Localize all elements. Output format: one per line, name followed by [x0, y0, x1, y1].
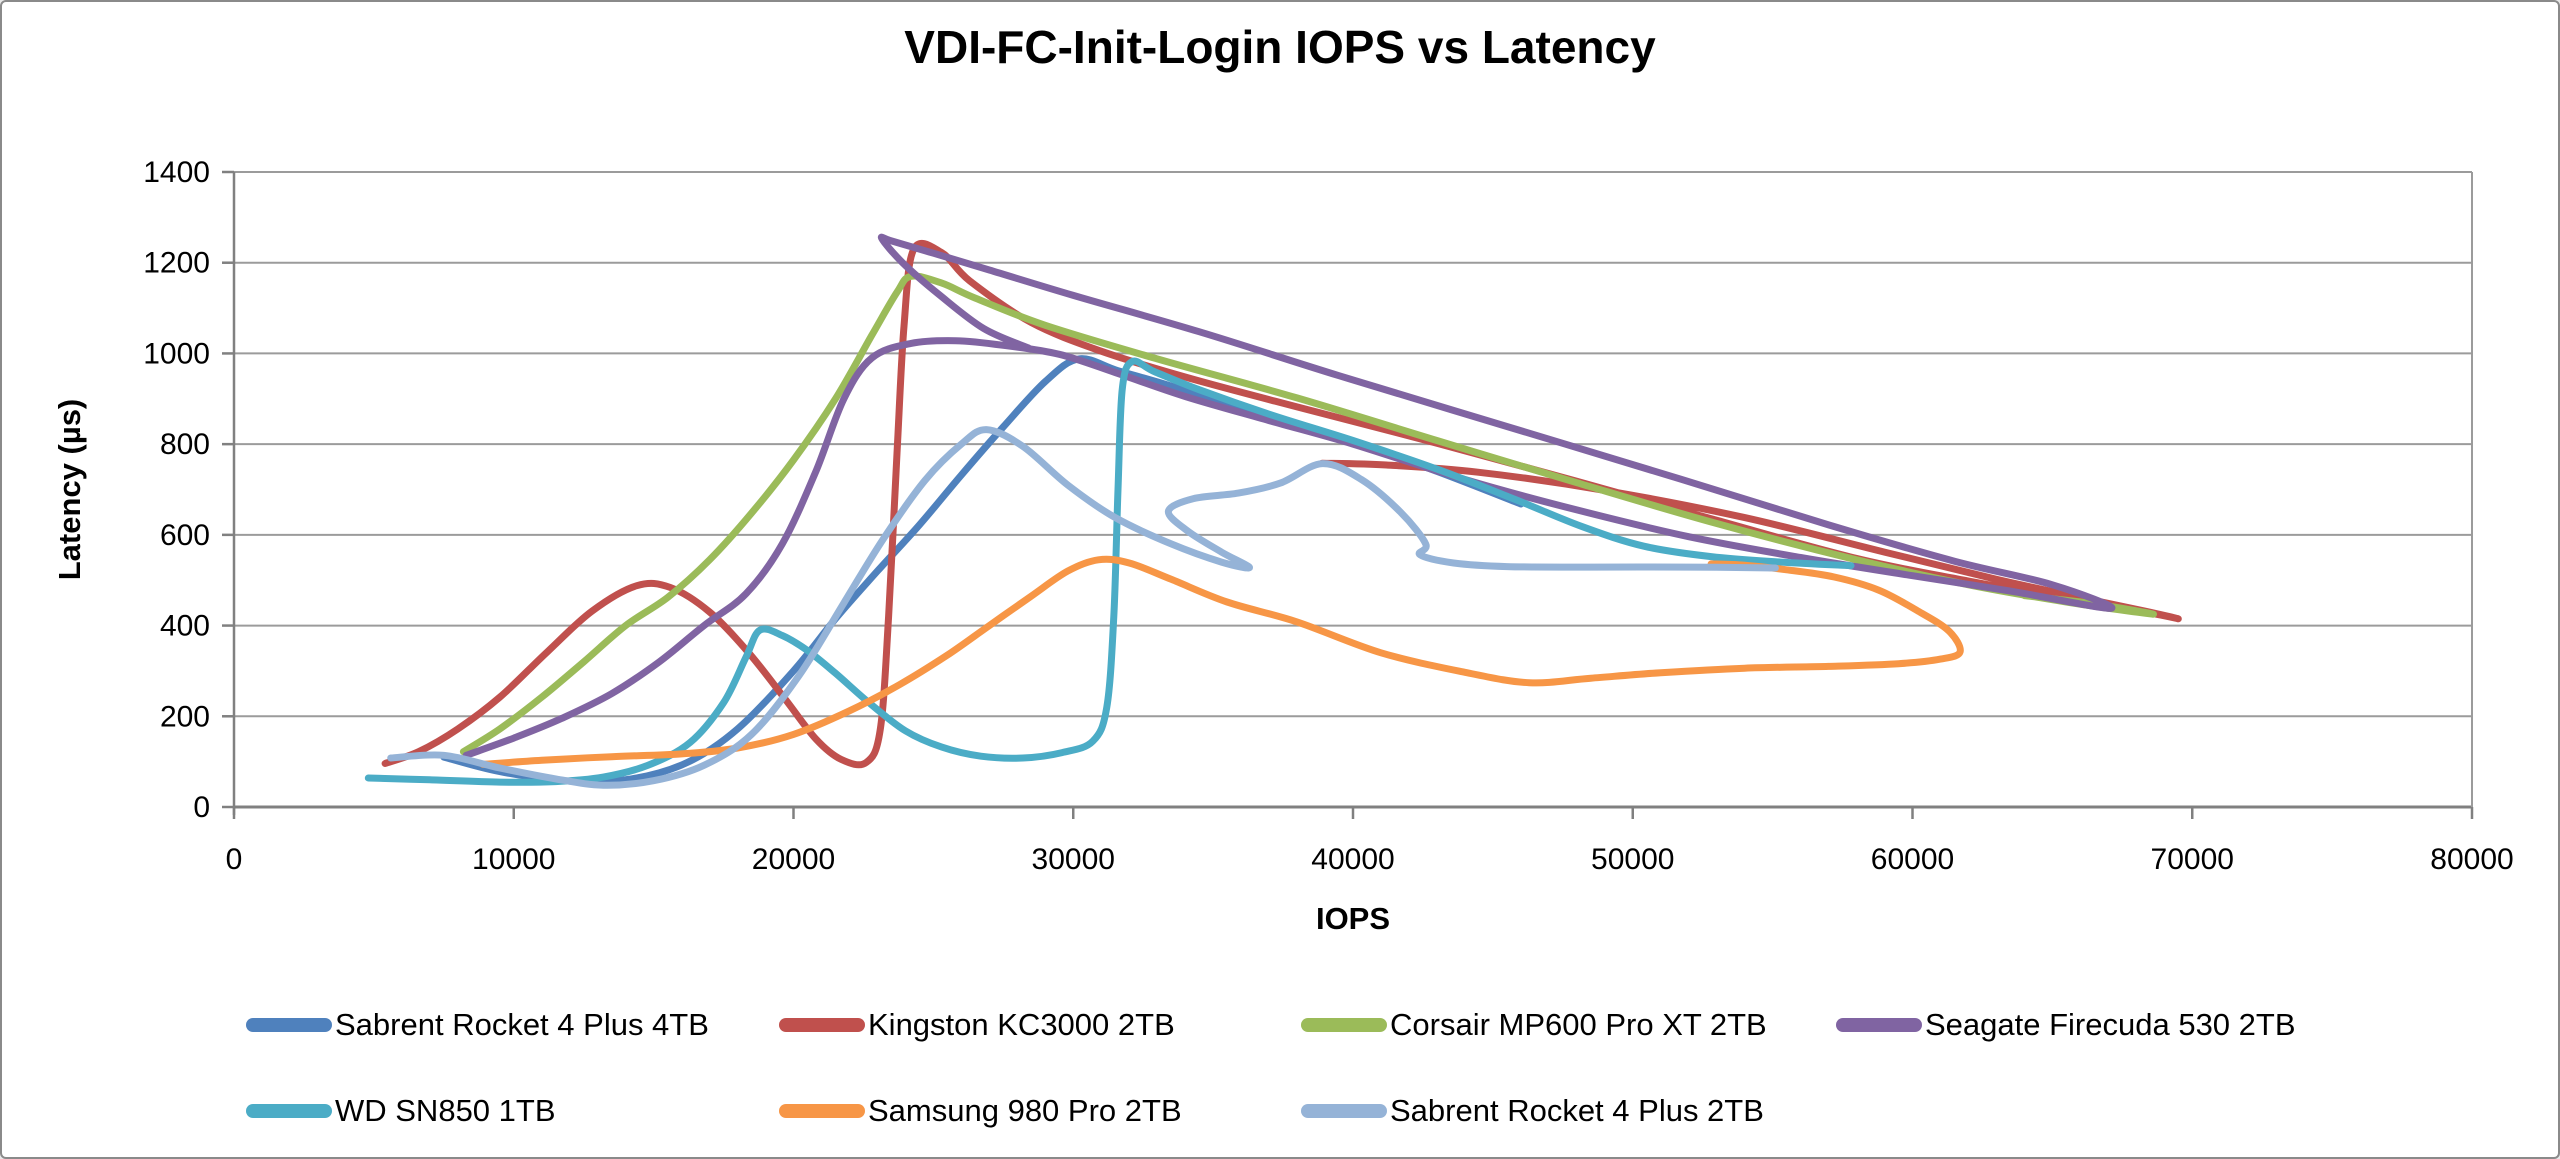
- xtick-label-70000: 70000: [2151, 843, 2234, 876]
- y-axis-title: Latency (µs): [52, 399, 87, 581]
- xtick-label-10000: 10000: [472, 843, 555, 876]
- xtick-label-60000: 60000: [1871, 843, 1954, 876]
- series-line-6: [387, 426, 1779, 789]
- ytick-label-1000: 1000: [143, 337, 210, 370]
- xtick-label-80000: 80000: [2430, 843, 2513, 876]
- ytick-label-400: 400: [160, 610, 210, 643]
- series-line-4: [364, 357, 1855, 786]
- xtick-label-40000: 40000: [1311, 843, 1394, 876]
- xtick-label-0: 0: [226, 843, 243, 876]
- ytick-label-800: 800: [160, 428, 210, 461]
- ytick-label-0: 0: [193, 791, 210, 824]
- xtick-label-50000: 50000: [1591, 843, 1674, 876]
- xtick-label-20000: 20000: [752, 843, 835, 876]
- series-line-1: [381, 239, 2182, 769]
- series-line-2: [459, 272, 2157, 756]
- series-line-5: [479, 555, 1964, 768]
- ytick-label-600: 600: [160, 519, 210, 552]
- x-axis-title: IOPS: [1316, 901, 1390, 936]
- ytick-label-1200: 1200: [143, 247, 210, 280]
- chart-title: VDI-FC-Init-Login IOPS vs Latency: [904, 21, 1656, 73]
- ytick-label-1400: 1400: [143, 156, 210, 189]
- xtick-label-30000: 30000: [1032, 843, 1115, 876]
- series-line-3: [462, 233, 2116, 759]
- ytick-label-200: 200: [160, 700, 210, 733]
